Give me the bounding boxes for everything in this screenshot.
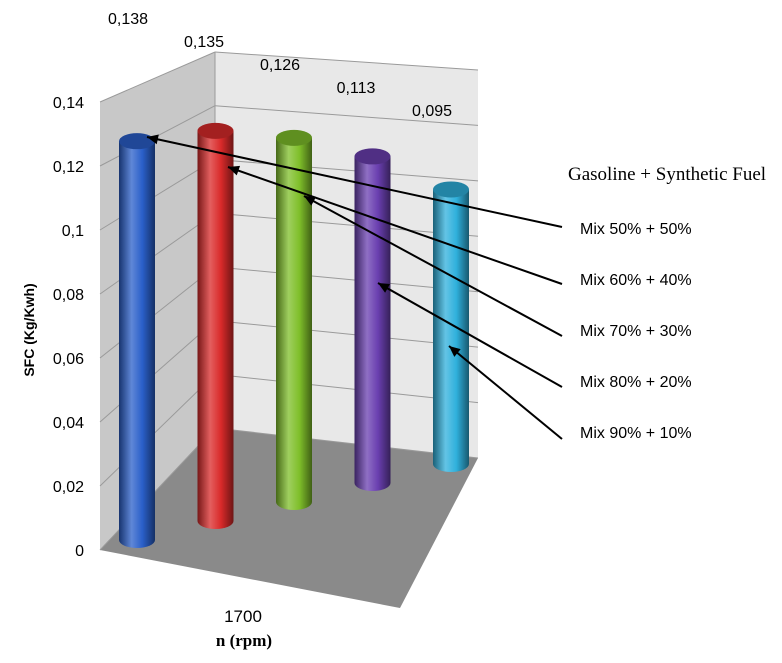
value-label: 0,095 [412,103,452,120]
legend-arrow-head [228,165,241,176]
legend-arrow-line [303,195,563,337]
cylinder-body [354,156,391,491]
cylinders [119,122,469,548]
legend-arrow-head [147,134,159,145]
cylinder-top [119,133,155,150]
value-label: 0,126 [260,57,300,74]
category-label: 1700 [224,607,262,626]
y-tick-label: 0 [75,543,84,560]
cylinder-top [433,181,469,198]
gridline-back [214,158,479,182]
value-label: 0,113 [337,80,376,97]
y-tick-label: 0,14 [53,95,84,112]
value-labels: 0,138 0,135 0,126 0,113 0,095 [108,11,452,120]
legend-entry: Mix 80% + 20% [580,374,692,391]
y-tick-label: 0,02 [53,479,84,496]
gridline-left [99,51,216,103]
cylinder-body [276,137,312,511]
cylinder-top [276,129,312,146]
y-tick-label: 0,12 [53,159,84,176]
legend-arrow-line [227,166,563,285]
legend-arrow-head [449,346,461,357]
gridline-back [214,51,479,71]
legend-arrow-line [377,282,563,388]
legend-entry: Mix 50% + 50% [580,221,692,238]
legend-arrow-head [378,283,391,293]
legend-entry: Mix 90% + 10% [580,425,692,442]
legend-entry: Mix 70% + 30% [580,323,692,340]
cylinder-body [119,141,155,548]
y-tick-label: 0,04 [53,415,84,432]
legend-arrow-head [304,196,317,206]
legend-arrow-line [146,136,563,228]
cylinder-top [197,122,234,139]
legend-arrow-line [448,345,563,440]
y-tick-label: 0,06 [53,351,84,368]
y-tick-label: 0,08 [53,287,84,304]
cylinder-body [197,130,234,529]
y-axis-ticks: 0 0,02 0,04 0,06 0,08 0,1 0,12 0,14 [53,95,84,560]
value-label: 0,135 [184,34,224,51]
value-label: 0,138 [108,11,148,28]
legend: Mix 50% + 50% Mix 60% + 40% Mix 70% + 30% M… [580,221,692,442]
x-axis-title: n (rpm) [216,631,272,650]
y-tick-label: 0,1 [62,223,84,240]
legend-entry: Mix 60% + 40% [580,272,692,289]
legend-arrows [146,134,563,440]
y-axis-title: SFC (Kg/Kwh) [21,283,37,376]
gridline-back [214,105,479,126]
cylinder-top [354,148,391,165]
legend-title: Gasoline + Synthetic Fuel [568,164,766,185]
cylinder-body [433,189,469,472]
